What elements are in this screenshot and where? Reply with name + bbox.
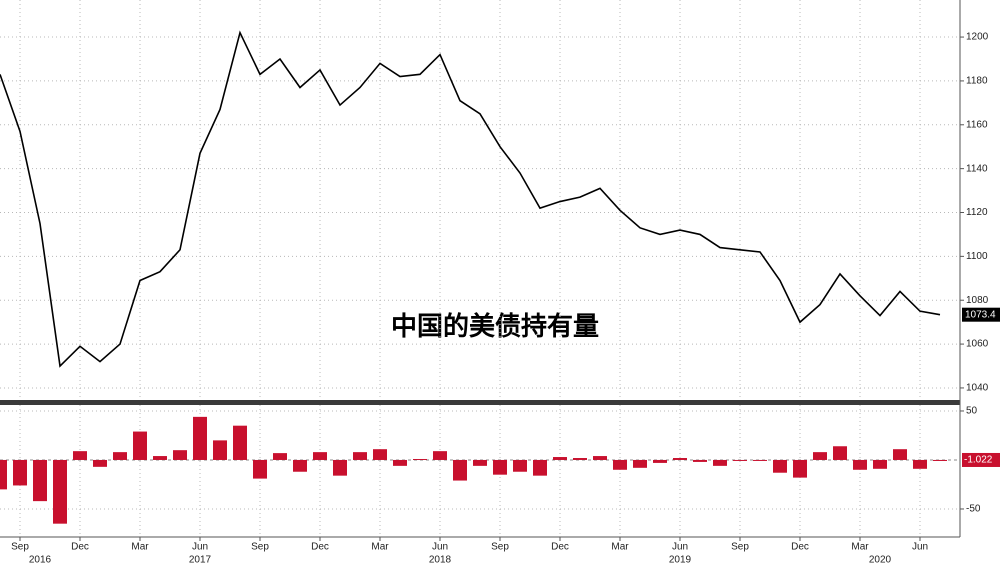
bar xyxy=(373,449,387,460)
y-tick-label: 1120 xyxy=(966,207,988,218)
year-label: 2020 xyxy=(869,555,892,564)
bar xyxy=(553,457,567,460)
bar xyxy=(453,459,467,481)
bar xyxy=(793,459,807,478)
y-tick-label: 1180 xyxy=(966,76,988,87)
x-tick-label: Dec xyxy=(311,542,329,553)
bar xyxy=(153,456,167,460)
bar xyxy=(673,458,687,460)
x-tick-label: Sep xyxy=(251,542,269,553)
bar xyxy=(933,459,947,461)
last-value-label: -1.022 xyxy=(964,455,993,466)
x-tick-label: Jun xyxy=(912,542,928,553)
bar xyxy=(413,458,427,460)
year-label: 2018 xyxy=(429,555,452,564)
x-tick-label: Dec xyxy=(71,542,89,553)
bar xyxy=(73,451,87,460)
bar xyxy=(13,459,27,486)
line-series xyxy=(0,30,941,368)
bar xyxy=(393,459,407,466)
bar xyxy=(913,459,927,469)
y-tick-label: -50 xyxy=(966,504,981,515)
y-tick-label: 1160 xyxy=(966,119,988,130)
y-tick-label: 1100 xyxy=(966,251,988,262)
year-label: 2016 xyxy=(29,555,52,564)
bar xyxy=(633,459,647,468)
bar xyxy=(573,458,587,460)
bar xyxy=(733,459,747,461)
bar xyxy=(293,459,307,472)
chart-title: 中国的美债持有量 xyxy=(391,311,599,341)
bar xyxy=(853,459,867,470)
bar xyxy=(113,452,127,460)
bar xyxy=(473,459,487,466)
panel-separator xyxy=(0,400,960,405)
x-tick-label: Jun xyxy=(432,542,448,553)
bar xyxy=(533,459,547,476)
x-tick-label: Mar xyxy=(851,542,869,553)
y-tick-label: 1060 xyxy=(966,339,989,350)
bar xyxy=(53,459,67,524)
year-label: 2017 xyxy=(189,555,212,564)
x-tick-label: Mar xyxy=(371,542,389,553)
bar xyxy=(253,459,267,479)
year-label: 2019 xyxy=(669,555,692,564)
last-value-label: 1073.4 xyxy=(965,309,996,320)
bar xyxy=(873,459,887,469)
bar xyxy=(33,459,47,502)
bar xyxy=(93,459,107,467)
x-tick-label: Dec xyxy=(791,542,809,553)
x-tick-label: Jun xyxy=(192,542,208,553)
bar xyxy=(833,446,847,460)
x-tick-label: Dec xyxy=(551,542,569,553)
x-tick-label: Mar xyxy=(131,542,149,553)
bar xyxy=(133,431,147,460)
last-value-box xyxy=(962,452,1000,467)
bar xyxy=(773,459,787,473)
bar xyxy=(513,459,527,472)
x-tick-label: Mar xyxy=(611,542,629,553)
bar xyxy=(593,456,607,460)
y-tick-label: 1140 xyxy=(966,163,988,174)
y-tick-label: 1040 xyxy=(966,383,989,394)
bar xyxy=(893,449,907,460)
bar xyxy=(813,452,827,460)
x-tick-label: Jun xyxy=(672,542,688,553)
last-value-box xyxy=(962,307,1000,322)
bar xyxy=(353,452,367,460)
bar xyxy=(173,450,187,460)
bar xyxy=(213,440,227,460)
x-tick-label: Sep xyxy=(491,542,509,553)
bar xyxy=(653,459,667,463)
bar xyxy=(613,459,627,470)
y-tick-label: 1080 xyxy=(966,295,989,306)
x-tick-label: Sep xyxy=(731,542,749,553)
bar xyxy=(753,459,767,461)
y-tick-label: 50 xyxy=(966,406,978,417)
bar xyxy=(273,453,287,460)
bar xyxy=(713,459,727,466)
bar xyxy=(333,459,347,476)
x-tick-label: Sep xyxy=(11,542,29,553)
bar xyxy=(493,459,507,475)
bar xyxy=(433,451,447,460)
bar xyxy=(193,416,207,460)
bar xyxy=(313,452,327,460)
bar xyxy=(693,459,707,462)
bar xyxy=(233,425,247,460)
y-tick-label: 1200 xyxy=(966,32,989,43)
bar xyxy=(0,459,7,490)
